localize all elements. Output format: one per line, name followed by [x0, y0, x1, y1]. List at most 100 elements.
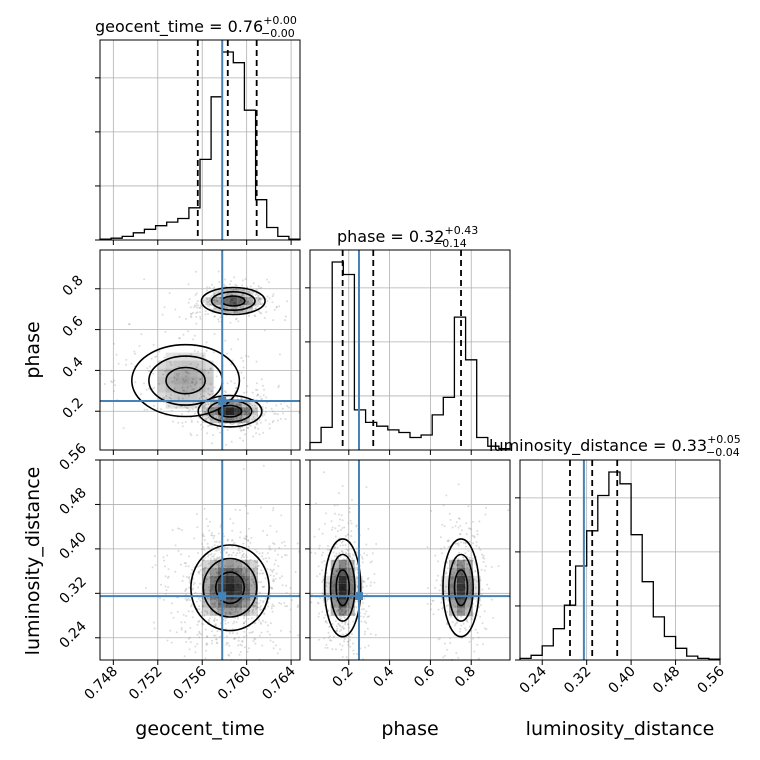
scatter-point [187, 565, 190, 568]
scatter-point [273, 563, 276, 566]
scatter-point [198, 630, 201, 633]
scatter-point [317, 565, 320, 568]
scatter-point [187, 330, 190, 333]
scatter-point [226, 307, 228, 309]
scatter-point [188, 636, 191, 639]
scatter-point [186, 371, 189, 374]
scatter-point [224, 546, 226, 549]
scatter-point [244, 433, 247, 436]
scatter-point [243, 537, 246, 540]
y-tick-label-luminosity_distance: 0.32 [56, 574, 89, 607]
density-cell [242, 567, 250, 576]
scatter-point [257, 606, 260, 609]
scatter-point [253, 583, 256, 586]
scatter-point [274, 412, 277, 415]
scatter-point [351, 633, 353, 636]
scatter-point [161, 313, 164, 316]
x-tick-label-geocent_time: 0.752 [126, 664, 166, 704]
scatter-point [446, 567, 449, 570]
density-cell [234, 415, 242, 424]
scatter-point [206, 542, 209, 545]
scatter-point [275, 404, 278, 407]
scatter-point [324, 512, 327, 515]
scatter-point [231, 632, 234, 635]
contour-line [190, 544, 270, 632]
scatter-point [341, 656, 344, 658]
scatter-point [349, 579, 352, 581]
scatter-point [362, 580, 365, 582]
scatter-point [202, 535, 205, 538]
scatter-point [173, 387, 176, 390]
scatter-point [239, 531, 242, 534]
scatter-point [202, 546, 205, 549]
scatter-point [186, 407, 189, 410]
scatter-point [238, 536, 241, 539]
scatter-point [216, 619, 218, 621]
scatter-point [202, 568, 205, 571]
scatter-point [237, 320, 240, 323]
scatter-point [242, 439, 245, 442]
scatter-point [474, 570, 477, 573]
scatter-point [239, 427, 242, 429]
scatter-point [213, 286, 216, 289]
scatter-point [337, 558, 340, 561]
scatter-point [211, 442, 214, 445]
scatter-point [240, 396, 243, 399]
scatter-point [179, 337, 181, 340]
scatter-point [204, 566, 207, 569]
density-cell [205, 297, 214, 305]
scatter-point [214, 559, 216, 562]
scatter-point [241, 550, 244, 553]
scatter-point [201, 548, 204, 551]
scatter-point [342, 558, 345, 561]
contour-line [202, 557, 258, 618]
scatter-point [344, 610, 347, 613]
scatter-point [192, 388, 195, 391]
scatter-point [238, 549, 241, 552]
scatter-point [271, 570, 274, 573]
scatter-point [206, 414, 209, 417]
scatter-point [263, 413, 266, 416]
scatter-point [218, 549, 221, 552]
scatter-point [218, 309, 221, 312]
scatter-point [230, 418, 233, 421]
scatter-point [255, 597, 258, 600]
scatter-point [190, 434, 193, 437]
scatter-point [240, 644, 243, 647]
scatter-point [208, 586, 211, 589]
scatter-point [284, 315, 287, 318]
density-cell [242, 599, 250, 608]
scatter-point [237, 636, 240, 639]
scatter-point [240, 429, 242, 432]
scatter-point [249, 402, 252, 405]
scatter-point [285, 554, 288, 557]
scatter-point [467, 505, 470, 508]
scatter-point [347, 643, 350, 646]
scatter-point [332, 573, 335, 576]
scatter-point [199, 582, 201, 585]
scatter-point [326, 600, 328, 602]
scatter-point [209, 393, 211, 396]
scatter-point [284, 544, 287, 547]
scatter-point [211, 555, 214, 558]
density-cell [457, 559, 465, 568]
scatter-point [249, 558, 252, 561]
scatter-point [270, 407, 273, 410]
scatter-point [367, 577, 370, 579]
scatter-point [194, 293, 197, 296]
scatter-point [191, 588, 194, 591]
density-cell [157, 392, 166, 401]
scatter-point [150, 357, 153, 360]
scatter-point [174, 570, 177, 573]
scatter-point [255, 304, 258, 307]
scatter-point [235, 417, 238, 420]
scatter-point [246, 302, 248, 305]
scatter-point [184, 630, 187, 633]
scatter-point [321, 610, 324, 613]
scatter-point [218, 423, 221, 426]
scatter-point [230, 348, 233, 351]
scatter-point [260, 298, 263, 300]
scatter-point [170, 602, 173, 605]
scatter-point [212, 299, 215, 301]
scatter-point [480, 593, 483, 596]
